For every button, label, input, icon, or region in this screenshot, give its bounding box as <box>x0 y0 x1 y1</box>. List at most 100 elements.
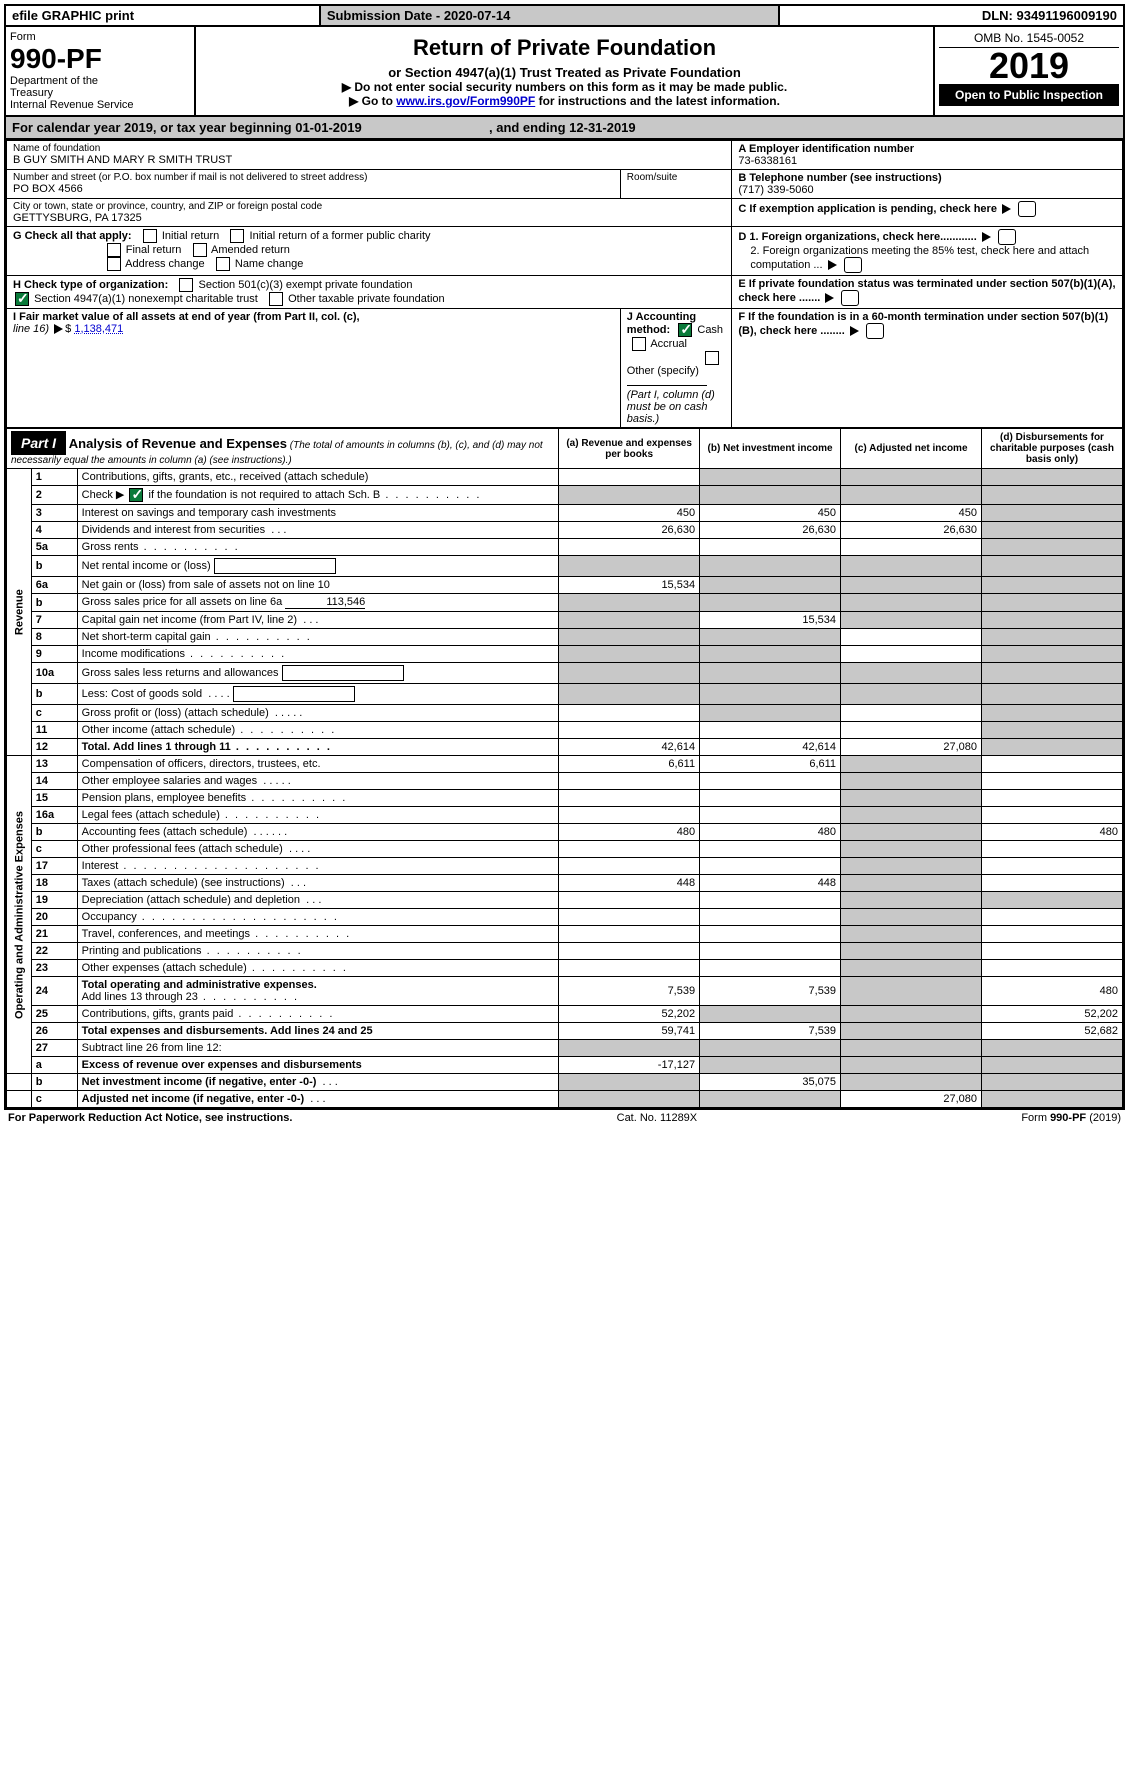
inline-input[interactable] <box>282 665 404 681</box>
d2-checkbox[interactable] <box>844 257 862 273</box>
footer-left: For Paperwork Reduction Act Notice, see … <box>8 1112 292 1124</box>
inline-input[interactable] <box>233 686 355 702</box>
g-amended-checkbox[interactable] <box>193 243 207 257</box>
dept3: Internal Revenue Service <box>10 99 190 111</box>
table-row: 8Net short-term capital gain <box>7 629 1123 646</box>
table-row: Operating and Administrative Expenses 13… <box>7 756 1123 773</box>
g-final-checkbox[interactable] <box>107 243 121 257</box>
row-num: 23 <box>31 960 77 977</box>
table-row: 14Other employee salaries and wages . . … <box>7 773 1123 790</box>
h-4947-checkbox[interactable] <box>15 292 29 306</box>
f-checkbox[interactable] <box>866 323 884 339</box>
c-checkbox[interactable] <box>1018 201 1036 217</box>
cell-a: 59,741 <box>559 1023 700 1040</box>
row-num: c <box>31 705 77 722</box>
dept2: Treasury <box>10 87 190 99</box>
part1-title: Analysis of Revenue and Expenses <box>69 436 287 451</box>
row-num: 24 <box>31 977 77 1006</box>
row-num: 25 <box>31 1006 77 1023</box>
row-label: Accounting fees (attach schedule) <box>82 826 248 838</box>
table-row: 9Income modifications <box>7 646 1123 663</box>
row-num: b <box>31 1074 77 1091</box>
g-initial-checkbox[interactable] <box>143 229 157 243</box>
efile-label: efile GRAPHIC print <box>6 6 320 25</box>
row-num: 14 <box>31 773 77 790</box>
table-row: cAdjusted net income (if negative, enter… <box>7 1091 1123 1108</box>
table-row: 26Total expenses and disbursements. Add … <box>7 1023 1123 1040</box>
row-label: Occupancy <box>82 911 137 923</box>
g-former-checkbox[interactable] <box>230 229 244 243</box>
g-o6: Name change <box>235 258 304 270</box>
arrow-icon <box>1002 204 1011 214</box>
j-other-checkbox[interactable] <box>705 351 719 365</box>
row-num: 21 <box>31 926 77 943</box>
h-label: H Check type of organization: <box>13 279 168 291</box>
revenue-vertical-label: Revenue <box>7 469 32 756</box>
g-addr-checkbox[interactable] <box>107 257 121 271</box>
submission-date: Submission Date - 2020-07-14 <box>320 6 779 25</box>
form-word: Form <box>10 31 190 43</box>
table-row: bNet rental income or (loss) <box>7 556 1123 577</box>
form-container: efile GRAPHIC print Submission Date - 20… <box>4 4 1125 1110</box>
table-row: cOther professional fees (attach schedul… <box>7 841 1123 858</box>
e-checkbox[interactable] <box>841 290 859 306</box>
cell-c: 450 <box>841 505 982 522</box>
e-label: E If private foundation status was termi… <box>738 278 1115 304</box>
g-o3: Final return <box>126 244 182 256</box>
cell-c: 27,080 <box>841 739 982 756</box>
row-num: 26 <box>31 1023 77 1040</box>
cell-a: 42,614 <box>559 739 700 756</box>
h-o1: Section 501(c)(3) exempt private foundat… <box>198 279 412 291</box>
cell-b: 6,611 <box>700 756 841 773</box>
arrow-icon <box>825 293 834 303</box>
row-label: Net gain or (loss) from sale of assets n… <box>77 577 558 594</box>
row-num: 13 <box>31 756 77 773</box>
form-title: Return of Private Foundation <box>200 35 929 61</box>
row-label: Other professional fees (attach schedule… <box>82 843 283 855</box>
h-other-checkbox[interactable] <box>269 292 283 306</box>
row-label: Adjusted net income (if negative, enter … <box>82 1093 304 1105</box>
ein-value: 73-6338161 <box>738 155 1116 167</box>
inline-input[interactable] <box>214 558 336 574</box>
schb-checkbox[interactable] <box>129 488 143 502</box>
table-row: 24Total operating and administrative exp… <box>7 977 1123 1006</box>
arrow-icon <box>828 260 837 270</box>
table-row: 3Interest on savings and temporary cash … <box>7 505 1123 522</box>
table-row: 12Total. Add lines 1 through 1142,61442,… <box>7 739 1123 756</box>
arrow-icon <box>982 232 991 242</box>
d1-checkbox[interactable] <box>998 229 1016 245</box>
cell-d: 52,682 <box>982 1023 1123 1040</box>
table-row: 25Contributions, gifts, grants paid52,20… <box>7 1006 1123 1023</box>
cell-a: -17,127 <box>559 1057 700 1074</box>
table-row: 27Subtract line 26 from line 12: <box>7 1040 1123 1057</box>
col-c-header: (c) Adjusted net income <box>841 429 982 469</box>
row-num: 22 <box>31 943 77 960</box>
d2-label: 2. Foreign organizations meeting the 85%… <box>750 245 1089 271</box>
col-d-header: (d) Disbursements for charitable purpose… <box>982 429 1123 469</box>
row-label: Total expenses and disbursements. Add li… <box>77 1023 558 1040</box>
irs-link[interactable]: www.irs.gov/Form990PF <box>396 94 535 108</box>
cell-a: 480 <box>559 824 700 841</box>
table-row: 2 Check ▶ if the foundation is not requi… <box>7 486 1123 505</box>
row-label: Travel, conferences, and meetings <box>82 928 250 940</box>
row-label-2: Add lines 13 through 23 <box>82 991 198 1003</box>
row-num: 16a <box>31 807 77 824</box>
form-year-box: OMB No. 1545-0052 2019 Open to Public In… <box>934 26 1124 116</box>
table-row: 20Occupancy <box>7 909 1123 926</box>
warn2b: for instructions and the latest informat… <box>535 94 780 108</box>
row-num: b <box>31 824 77 841</box>
row-label: Dividends and interest from securities <box>82 524 265 536</box>
table-row: 10aGross sales less returns and allowanc… <box>7 663 1123 684</box>
cell-a: 6,611 <box>559 756 700 773</box>
row-label: Printing and publications <box>82 945 202 957</box>
j-accrual-checkbox[interactable] <box>632 337 646 351</box>
foundation-name: B GUY SMITH AND MARY R SMITH TRUST <box>13 154 725 166</box>
j-cash-checkbox[interactable] <box>678 323 692 337</box>
cell-b: 7,539 <box>700 977 841 1006</box>
g-name-checkbox[interactable] <box>216 257 230 271</box>
h-501-checkbox[interactable] <box>179 278 193 292</box>
row-label: Depreciation (attach schedule) and deple… <box>82 894 300 906</box>
table-row: 18Taxes (attach schedule) (see instructi… <box>7 875 1123 892</box>
row-label: Interest <box>82 860 119 872</box>
row-num: 27 <box>31 1040 77 1057</box>
